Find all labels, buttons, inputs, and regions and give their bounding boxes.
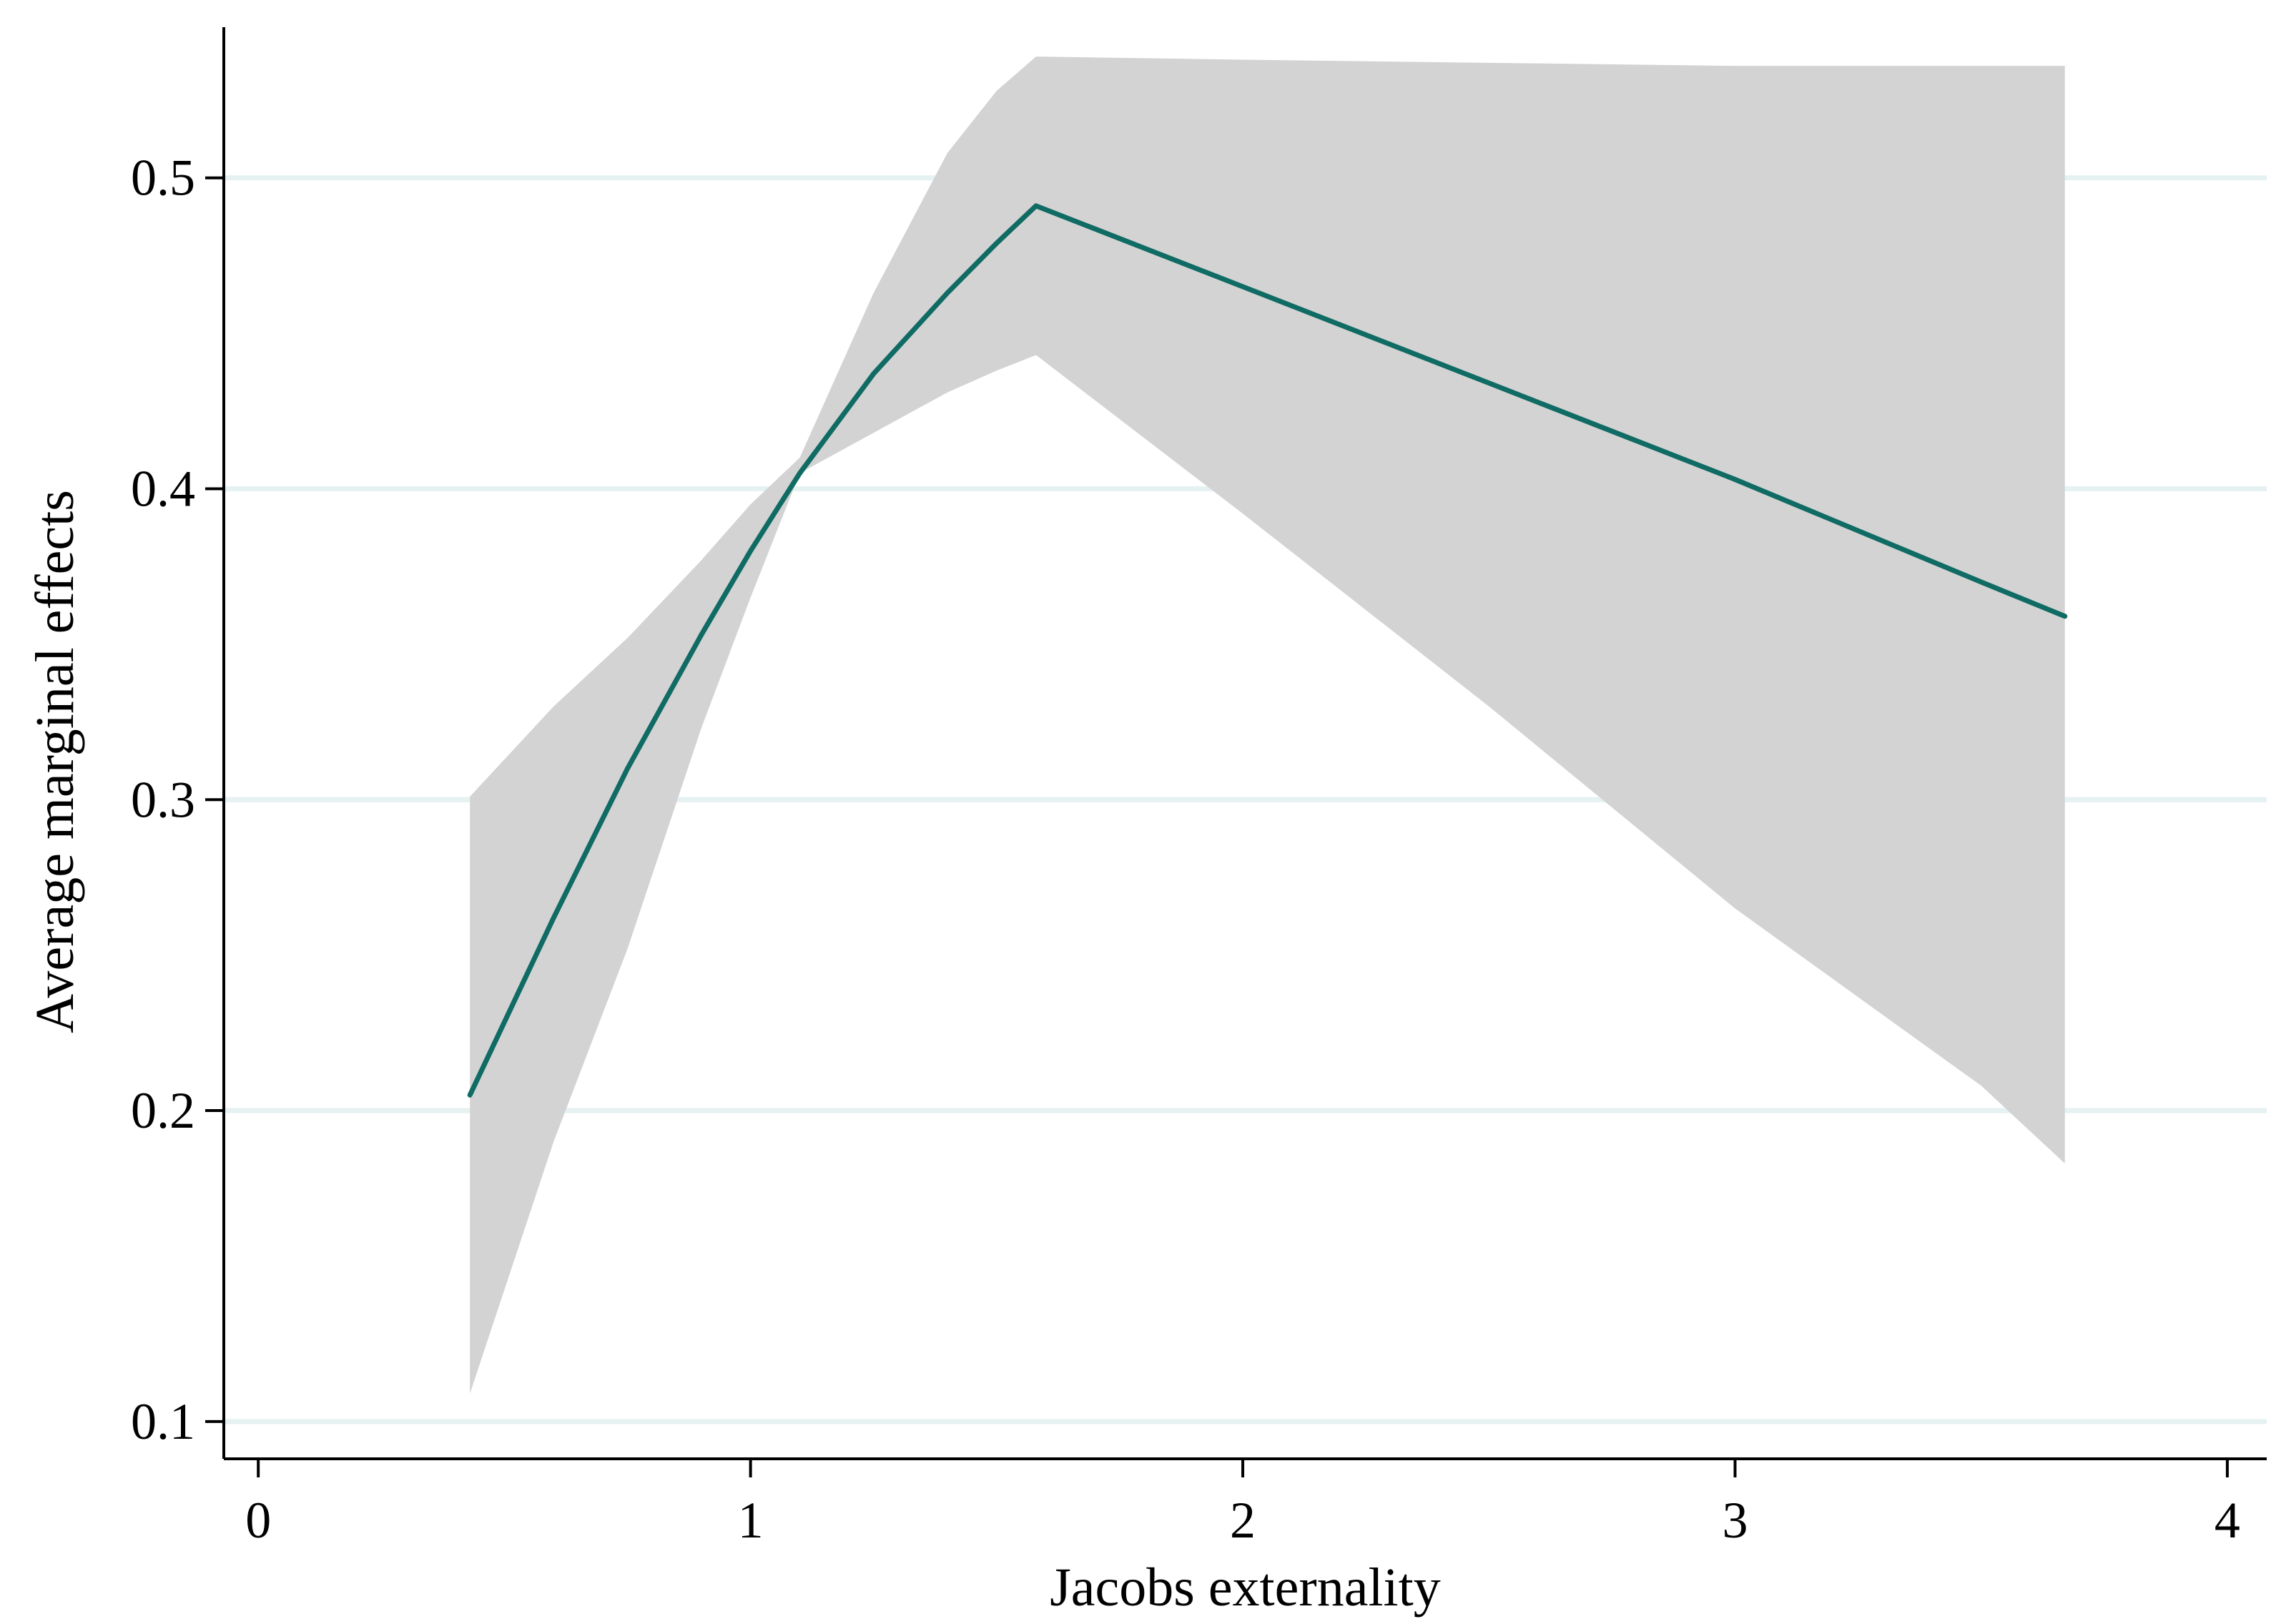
- y-tick-label-2: 0.3: [131, 771, 195, 828]
- y-tick-label-4: 0.5: [131, 149, 195, 207]
- x-tick-label-1: 1: [738, 1492, 764, 1549]
- confidence-band-layer: [470, 56, 2065, 1394]
- x-axis-title: Jacobs externality: [1050, 1557, 1441, 1618]
- x-tick-label-4: 4: [2214, 1492, 2240, 1549]
- x-tick-label-3: 3: [1722, 1492, 1748, 1549]
- x-tick-label-2: 2: [1230, 1492, 1256, 1549]
- y-tick-label-3: 0.4: [131, 460, 195, 517]
- x-tick-label-0: 0: [245, 1492, 271, 1549]
- effect-line-layer: [467, 203, 2068, 1098]
- tick-labels: 0.1 0.2 0.3 0.4 0.5 0 1 2 3 4: [131, 149, 2240, 1549]
- confidence-band: [470, 56, 2065, 1394]
- axes: [205, 27, 2267, 1477]
- y-tick-label-0: 0.1: [131, 1393, 195, 1450]
- marginal-effect-line: [467, 203, 2068, 1098]
- y-axis-title: Average marginal effects: [25, 490, 85, 1033]
- y-tick-label-1: 0.2: [131, 1082, 195, 1139]
